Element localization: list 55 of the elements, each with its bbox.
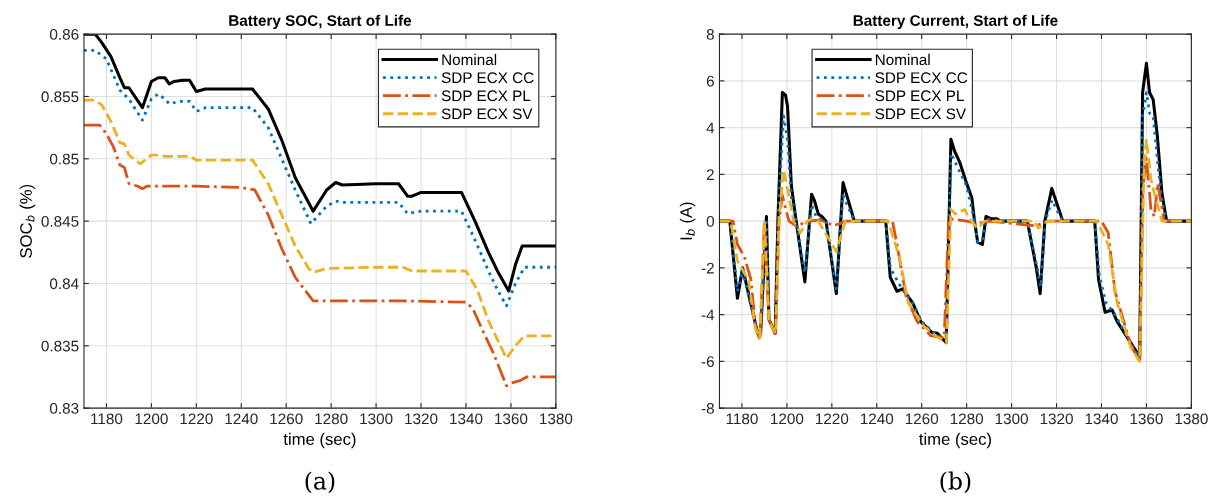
y-tick-label: 2 bbox=[706, 169, 714, 180]
legend-label: SDP ECX PL bbox=[441, 90, 531, 102]
text: (a) bbox=[305, 471, 335, 494]
x-axis-title: time (sec) bbox=[283, 432, 356, 449]
y-axis-title: I$_{b}$ (A) bbox=[679, 202, 696, 240]
x-tick-label: 1320 bbox=[405, 413, 438, 425]
x-tick-label: 1380 bbox=[540, 413, 573, 425]
x-tick-label: 1280 bbox=[315, 413, 348, 425]
x-tick-label: 1240 bbox=[860, 413, 894, 425]
x-tick-label: 1220 bbox=[816, 413, 849, 425]
x-tick-label: 1260 bbox=[905, 413, 939, 425]
legend-label: SDP ECX CC bbox=[441, 72, 534, 84]
line-series bbox=[83, 123, 556, 388]
x-tick-label: 1340 bbox=[1085, 413, 1118, 425]
x-tick-label: 1300 bbox=[360, 413, 393, 425]
y-tick-label: -4 bbox=[701, 309, 715, 321]
x-tick-label: 1200 bbox=[135, 413, 168, 425]
y-tick-label: 0 bbox=[706, 216, 715, 227]
y-tick-label: 0.845 bbox=[41, 216, 79, 227]
legend-label: SDP ECX SV bbox=[441, 108, 533, 120]
y-tick-label: 0.855 bbox=[41, 91, 79, 103]
legend-label: SDP ECX PL bbox=[875, 90, 964, 102]
x-tick-label: 1360 bbox=[1130, 413, 1163, 425]
y-tick-label: 0.84 bbox=[49, 278, 79, 290]
x-tick-label: 1340 bbox=[450, 413, 483, 425]
x-tick-label: 1260 bbox=[270, 413, 303, 425]
chart-title: Battery Current, Start of Life bbox=[853, 14, 1058, 29]
x-tick-label: 1320 bbox=[1040, 413, 1073, 425]
legend-label: Nominal bbox=[442, 53, 497, 66]
y-tick-label: 0.83 bbox=[49, 402, 79, 414]
legend-label: SDP ECX SV bbox=[875, 108, 967, 120]
y-axis-title: SOC$_{b}$ (%) bbox=[19, 184, 36, 258]
x-tick-label: 1360 bbox=[495, 413, 528, 425]
x-tick-label: 1220 bbox=[180, 413, 213, 425]
y-tick-label: 0.86 bbox=[49, 29, 79, 40]
legend-label: Nominal bbox=[875, 53, 930, 66]
y-tick-label: 4 bbox=[706, 122, 715, 134]
y-tick-label: 0.835 bbox=[41, 340, 79, 352]
x-tick-label: 1380 bbox=[1175, 413, 1208, 425]
x-tick-label: 1300 bbox=[995, 413, 1028, 425]
text: (b) bbox=[940, 471, 971, 494]
x-tick-label: 1280 bbox=[950, 413, 984, 425]
chart-title: Battery SOC, Start of Life bbox=[229, 14, 412, 29]
y-tick-label: -2 bbox=[701, 262, 714, 274]
x-tick-label: 1180 bbox=[91, 413, 123, 425]
legend-label: SDP ECX CC bbox=[875, 72, 968, 84]
x-axis-title: time (sec) bbox=[919, 432, 991, 449]
y-tick-label: -8 bbox=[701, 402, 714, 414]
x-tick-label: 1240 bbox=[225, 413, 258, 425]
y-tick-label: 6 bbox=[706, 75, 714, 87]
y-tick-label: -6 bbox=[701, 356, 714, 368]
x-tick-label: 1180 bbox=[726, 413, 758, 425]
y-tick-label: 8 bbox=[706, 29, 714, 40]
x-tick-label: 1200 bbox=[771, 413, 804, 425]
y-tick-label: 0.85 bbox=[49, 153, 79, 165]
